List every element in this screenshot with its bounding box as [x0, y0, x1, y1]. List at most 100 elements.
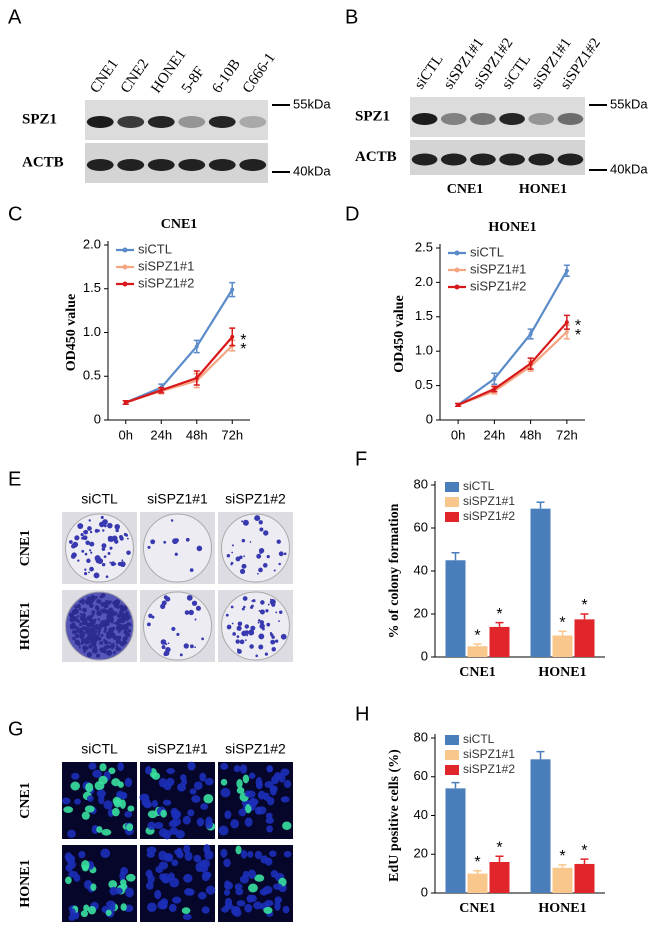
nucleus: [223, 889, 231, 896]
colony: [167, 642, 170, 645]
nucleus: [80, 910, 89, 918]
nucleus: [161, 873, 170, 883]
colony: [86, 651, 93, 658]
colony: [244, 624, 250, 629]
nucleus: [195, 862, 203, 873]
colony: [84, 572, 88, 576]
colony: [125, 632, 131, 637]
colony: [104, 627, 108, 631]
colony: [266, 555, 270, 559]
nucleus: [187, 761, 196, 771]
colony: [194, 646, 196, 649]
nucleus: [220, 778, 228, 786]
nucleus: [92, 769, 102, 778]
y-tick-label: 40: [414, 562, 428, 577]
nucleus: [193, 781, 203, 790]
nucleus: [253, 901, 263, 910]
y-tick-label: 0: [421, 884, 428, 899]
colony: [89, 645, 93, 649]
colony: [86, 558, 91, 563]
nucleus: [111, 807, 120, 817]
colony: [100, 608, 104, 612]
colony: [89, 530, 93, 534]
nucleus: [73, 874, 81, 882]
column-label: siSPZ1#1: [147, 741, 208, 757]
y-tick-label: 20: [414, 846, 428, 861]
nucleus: [198, 891, 207, 900]
colony: [116, 605, 119, 608]
y-tick-label: 1.5: [83, 280, 101, 295]
colony: [163, 652, 168, 657]
nucleus: [163, 782, 172, 791]
colony: [103, 640, 109, 645]
colony: [239, 555, 243, 560]
image-tile: [218, 590, 293, 662]
row-label: ACTB: [22, 154, 64, 170]
nucleus: [117, 781, 124, 788]
nucleus: [266, 765, 274, 773]
nucleus: [218, 825, 229, 836]
colony: [94, 574, 96, 577]
nucleus: [100, 848, 111, 858]
colony: [82, 645, 89, 651]
y-tick-label: 0.5: [415, 377, 433, 392]
y-tick-label: 0: [426, 411, 433, 426]
nucleus: [119, 879, 127, 886]
nucleus: [84, 805, 95, 813]
colony: [258, 567, 263, 573]
colony: [76, 603, 81, 609]
point: [564, 268, 569, 273]
colony: [87, 646, 90, 649]
nucleus: [145, 881, 154, 890]
colony: [116, 618, 121, 623]
colony: [230, 605, 234, 609]
colony: [115, 625, 122, 631]
colony: [107, 522, 113, 529]
colony: [108, 536, 114, 542]
colony: [183, 643, 189, 649]
nucleus: [162, 799, 172, 806]
colony: [90, 551, 93, 554]
nucleus: [193, 854, 202, 863]
point: [528, 361, 533, 366]
colony: [89, 541, 95, 547]
colony: [114, 599, 121, 605]
blot-strip: [410, 97, 585, 137]
nucleus: [183, 844, 191, 854]
significance-mark: *: [575, 318, 581, 335]
nucleus: [160, 901, 168, 910]
point: [194, 344, 199, 349]
y-axis-label: OD450 value: [392, 295, 407, 372]
colony: [81, 638, 86, 643]
y-tick-label: 1.0: [83, 324, 101, 339]
colony: [84, 639, 88, 642]
colony: [258, 520, 263, 525]
plate: [221, 591, 290, 661]
error-bar: [495, 621, 504, 627]
colony: [79, 622, 83, 627]
nucleus: [235, 845, 242, 855]
nucleus: [119, 799, 126, 809]
significance-mark: *: [559, 848, 565, 865]
colony: [80, 599, 85, 604]
nucleus: [87, 906, 97, 915]
nucleus: [220, 848, 228, 858]
row-label: CNE1: [18, 782, 33, 819]
y-tick-label: 2.5: [415, 239, 433, 254]
colony: [94, 555, 101, 562]
colony: [121, 559, 124, 562]
panel-letter: F: [355, 448, 367, 470]
nucleus: [204, 777, 214, 786]
colony: [93, 645, 97, 649]
x-tick-label: 72h: [221, 427, 243, 442]
colony: [79, 633, 85, 639]
error-bar: [451, 781, 460, 789]
row-label: HONE1: [18, 859, 33, 907]
error-bar: [558, 630, 567, 636]
column-label: siSPZ1#2: [225, 741, 286, 757]
colony: [249, 644, 254, 649]
colony: [250, 625, 256, 631]
colony: [235, 639, 240, 644]
nucleus: [182, 913, 192, 921]
blot-strip: [410, 140, 585, 175]
